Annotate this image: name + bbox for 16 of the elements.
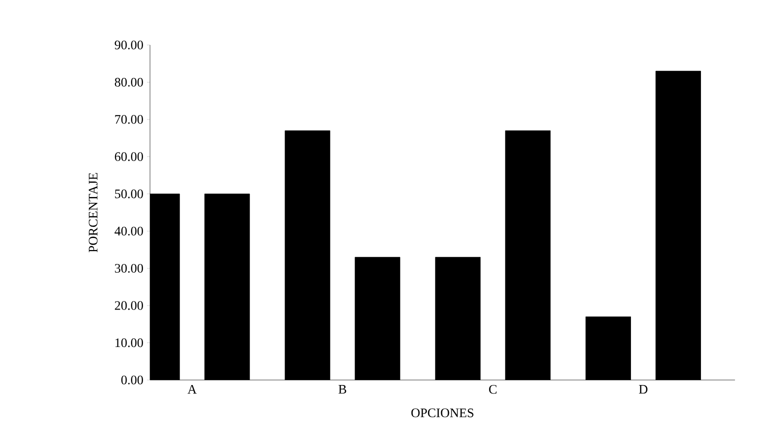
y-tick-label: 10.00 <box>115 338 143 348</box>
x-axis-title: OPCIONES <box>411 408 474 418</box>
x-tick-label: B <box>338 385 346 394</box>
y-tick-label: 60.00 <box>114 152 143 162</box>
x-tick-label: A <box>188 385 197 394</box>
y-tick-label: 90.00 <box>114 40 143 50</box>
y-tick-label: 20.00 <box>114 301 143 310</box>
y-tick-label: 50.00 <box>115 189 143 198</box>
y-tick-label: 0.00 <box>121 376 143 384</box>
x-tick-label: D <box>638 385 648 394</box>
y-tick-label: 30.00 <box>114 264 143 273</box>
y-tick-label: 40.00 <box>114 226 143 236</box>
y-tick-label: 70.00 <box>115 115 143 124</box>
y-axis-title: PORCENTAJE <box>88 173 98 252</box>
y-tick-label: 80.00 <box>114 78 143 87</box>
x-tick-label: C <box>489 385 496 394</box>
